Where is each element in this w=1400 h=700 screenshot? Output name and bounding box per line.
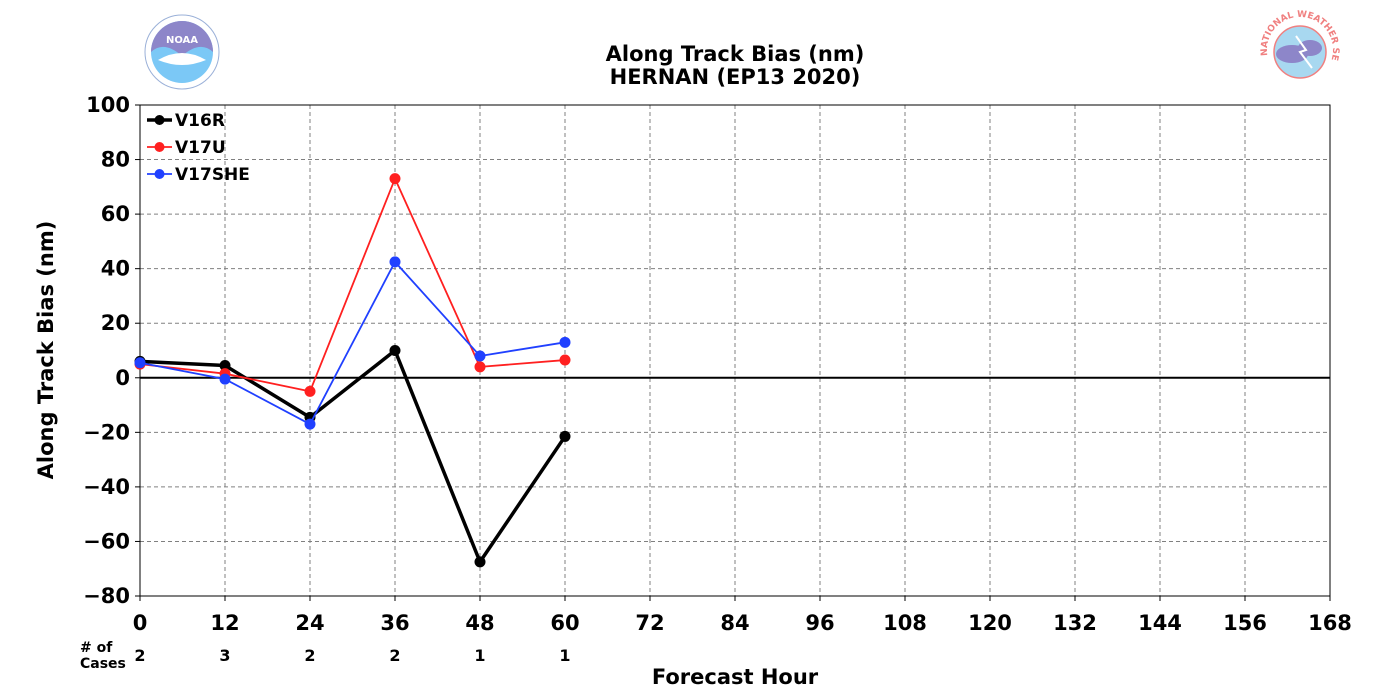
y-tick-labels: −80 −60 −40 −20 0 20 40 60 80 100 bbox=[83, 93, 140, 608]
y-tick-label: 0 bbox=[115, 366, 130, 390]
plot-area bbox=[139, 104, 1331, 597]
x-tick-label: 120 bbox=[968, 611, 1012, 635]
series-line-v17u bbox=[139, 177, 566, 393]
series-line-v16r bbox=[139, 348, 567, 564]
x-tick-label: 12 bbox=[210, 611, 239, 635]
series-point-v17u bbox=[559, 354, 571, 366]
x-tick-label: 24 bbox=[295, 611, 324, 635]
series-point-v16r bbox=[219, 360, 231, 372]
series-line-v17she bbox=[139, 260, 566, 426]
x-tick-label: 132 bbox=[1053, 611, 1097, 635]
cases-label: # of bbox=[80, 640, 113, 656]
series-point-v17u bbox=[474, 361, 486, 373]
x-axis-label: Forecast Hour bbox=[652, 665, 819, 689]
series-point-v17she bbox=[219, 373, 231, 385]
series-point-v16r bbox=[559, 430, 571, 442]
y-tick-label: 80 bbox=[101, 148, 130, 172]
x-tick-label: 144 bbox=[1138, 611, 1182, 635]
series-point-v16r bbox=[474, 556, 486, 568]
series-point-v17u bbox=[389, 173, 401, 185]
noaa-logo-text: NOAA bbox=[166, 35, 198, 46]
series-point-v17u bbox=[304, 385, 316, 397]
y-tick-label: −20 bbox=[83, 420, 130, 444]
legend-label-v16r: V16R bbox=[175, 111, 225, 131]
x-tick-label: 156 bbox=[1223, 611, 1267, 635]
cases-count: 3 bbox=[219, 646, 230, 665]
legend: V16R V17U V17SHE bbox=[147, 111, 250, 185]
y-tick-label: −40 bbox=[83, 475, 130, 499]
legend-label-v17u: V17U bbox=[175, 138, 226, 158]
series-point-v17she bbox=[304, 418, 316, 430]
cases-count: 1 bbox=[474, 646, 485, 665]
y-axis-label: Along Track Bias (nm) bbox=[34, 221, 58, 480]
y-tick-label: −80 bbox=[83, 584, 130, 608]
series-point-v17she bbox=[559, 336, 571, 348]
x-tick-label: 72 bbox=[635, 611, 664, 635]
cases-count: 1 bbox=[559, 646, 570, 665]
x-tick-label: 84 bbox=[720, 611, 749, 635]
legend-label-v17she: V17SHE bbox=[175, 165, 250, 185]
cases-count: 2 bbox=[389, 646, 400, 665]
cases-count: 2 bbox=[304, 646, 315, 665]
series-group bbox=[134, 173, 571, 568]
y-tick-label: −60 bbox=[83, 529, 130, 553]
cases-label: Cases bbox=[80, 656, 126, 672]
legend-marker-v16r bbox=[154, 115, 165, 125]
chart-title: Along Track Bias (nm) bbox=[605, 42, 865, 66]
y-tick-label: 20 bbox=[101, 311, 130, 335]
noaa-logo: NOAA bbox=[144, 14, 220, 90]
legend-marker-v17u bbox=[154, 142, 165, 152]
y-tick-label: 100 bbox=[86, 93, 130, 117]
x-tick-labels: 0 12 24 36 48 60 72 84 96 108 120 132 144 156 168 bbox=[133, 596, 1352, 635]
cases-count: 2 bbox=[134, 646, 145, 665]
x-tick-label: 0 bbox=[133, 611, 148, 635]
chart-subtitle: HERNAN (EP13 2020) bbox=[609, 65, 861, 89]
y-tick-label: 40 bbox=[101, 257, 130, 281]
series-point-v17she bbox=[474, 350, 486, 362]
x-tick-label: 36 bbox=[380, 611, 409, 635]
x-tick-label: 96 bbox=[805, 611, 834, 635]
x-tick-label: 48 bbox=[465, 611, 494, 635]
series-point-v17she bbox=[134, 357, 146, 369]
x-tick-label: 108 bbox=[883, 611, 927, 635]
x-tick-label: 60 bbox=[550, 611, 579, 635]
y-tick-label: 60 bbox=[101, 202, 130, 226]
x-tick-label: 168 bbox=[1308, 611, 1352, 635]
series-point-v17she bbox=[389, 256, 401, 268]
legend-marker-v17she bbox=[154, 169, 165, 179]
series-point-v16r bbox=[389, 345, 401, 356]
